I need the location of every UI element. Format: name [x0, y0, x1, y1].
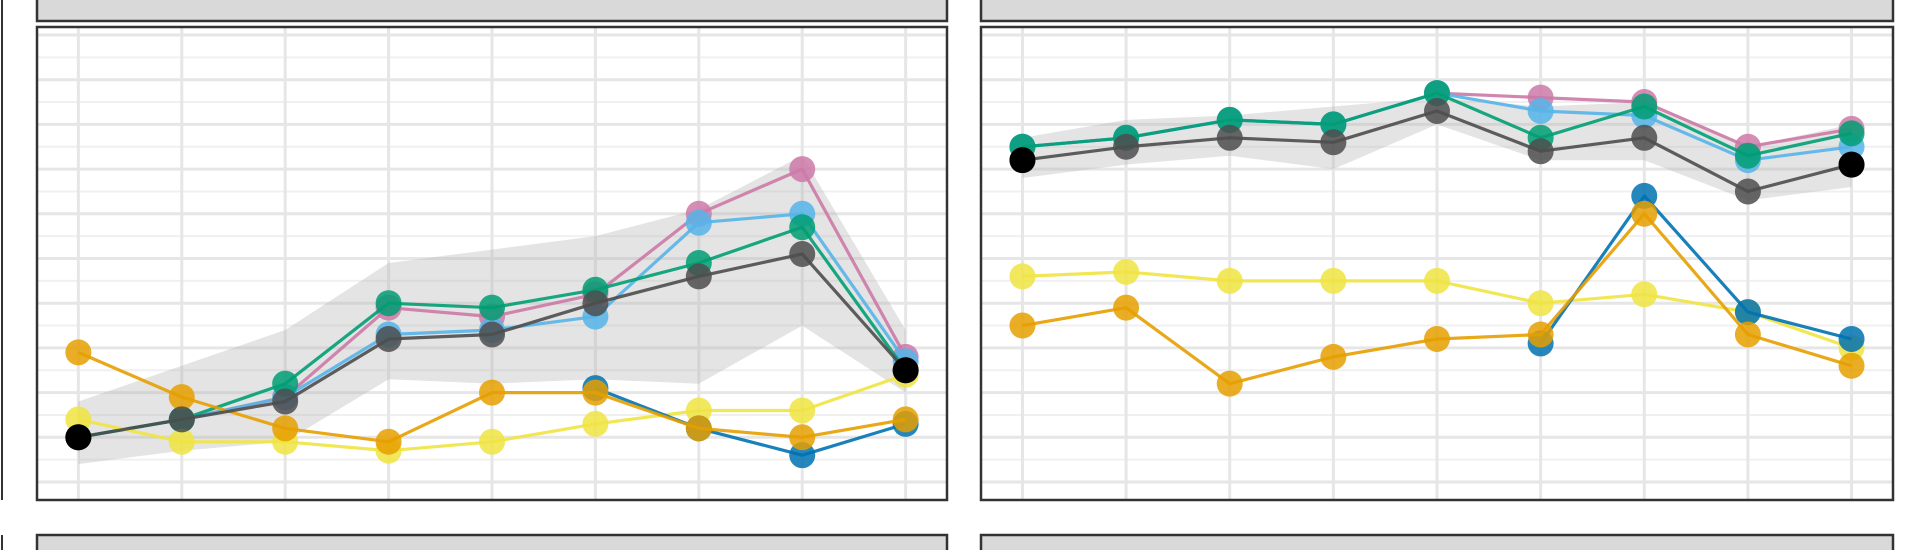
data-point	[65, 339, 92, 366]
data-point	[1527, 97, 1554, 124]
data-point	[789, 424, 816, 451]
data-point	[1734, 178, 1761, 205]
data-point	[685, 397, 712, 424]
data-point	[1320, 111, 1347, 138]
data-point	[582, 290, 609, 317]
panel-2	[979, 0, 1895, 502]
data-point	[1320, 343, 1347, 370]
panel-border	[35, 25, 949, 502]
data-point	[272, 415, 299, 442]
series-3	[1009, 80, 1865, 169]
data-point	[65, 406, 92, 433]
data-point	[1113, 258, 1140, 285]
data-point	[1320, 267, 1347, 294]
data-point	[1838, 352, 1865, 379]
data-point	[789, 442, 816, 469]
data-point	[479, 428, 505, 455]
data-point	[1734, 142, 1761, 169]
data-point	[1527, 138, 1554, 165]
data-point	[272, 388, 299, 415]
data-point	[789, 397, 816, 424]
data-point	[582, 410, 609, 437]
data-point	[479, 321, 505, 348]
data-point	[789, 156, 816, 183]
data-point	[168, 428, 195, 455]
data-point	[1424, 80, 1450, 107]
facet-strip	[979, 0, 1895, 23]
data-point	[375, 325, 402, 352]
data-point	[1631, 281, 1658, 308]
series-6	[65, 339, 919, 455]
data-point	[1113, 133, 1140, 160]
data-point	[1009, 263, 1036, 290]
data-point	[1631, 93, 1658, 120]
series-6	[1009, 200, 1865, 397]
data-point	[1216, 106, 1243, 133]
data-point	[582, 379, 609, 406]
facet-strip	[35, 0, 949, 23]
data-point	[1631, 182, 1658, 209]
panel-border	[979, 25, 1895, 502]
data-point	[1838, 120, 1865, 147]
data-point	[789, 241, 816, 268]
endpoint-marker	[65, 424, 92, 451]
data-point	[479, 379, 505, 406]
data-point	[168, 406, 195, 433]
data-point	[272, 370, 299, 397]
data-point	[1113, 294, 1140, 321]
facet-strip-next-row	[35, 533, 949, 550]
data-point	[1009, 312, 1036, 339]
panel-1	[35, 0, 949, 502]
data-point	[1216, 267, 1243, 294]
data-point	[1527, 321, 1554, 348]
data-point	[1424, 267, 1450, 294]
endpoint-marker	[892, 357, 919, 384]
data-point	[1527, 290, 1554, 317]
endpoint-marker	[1838, 151, 1865, 178]
data-point	[1631, 200, 1658, 227]
data-point	[168, 384, 195, 411]
data-point	[1424, 97, 1450, 124]
data-point	[375, 428, 402, 455]
data-point	[479, 294, 505, 321]
data-point	[1734, 321, 1761, 348]
data-point	[1631, 124, 1658, 151]
data-point	[685, 209, 712, 236]
data-point	[1424, 325, 1450, 352]
data-point	[685, 263, 712, 290]
data-point	[892, 406, 919, 433]
data-point	[1320, 129, 1347, 156]
data-point	[1216, 370, 1243, 397]
data-point	[789, 214, 816, 241]
data-point	[1734, 299, 1761, 326]
series-line	[594, 386, 907, 457]
series-line	[1539, 194, 1852, 345]
endpoint-marker	[1009, 147, 1036, 174]
data-point	[1216, 124, 1243, 151]
data-point	[1838, 325, 1865, 352]
data-point	[685, 415, 712, 442]
data-point	[375, 290, 402, 317]
facet-strip-next-row	[979, 533, 1895, 550]
